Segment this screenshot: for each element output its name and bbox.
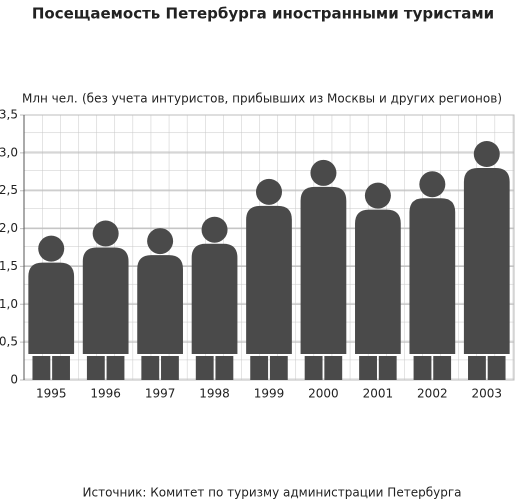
figure-body	[355, 209, 401, 354]
y-tick-label: 1,0	[0, 297, 18, 311]
figure	[463, 141, 510, 380]
figure-body	[82, 247, 129, 354]
figure-leg	[106, 356, 125, 380]
x-tick-label: 2001	[363, 387, 394, 401]
figure-body	[137, 255, 183, 354]
y-tick-label: 0	[10, 373, 18, 387]
figure-leg	[433, 356, 452, 380]
figure-leg	[487, 356, 506, 380]
figure	[409, 171, 456, 380]
y-tick-label: 2,5	[0, 183, 18, 197]
figure-leg	[161, 356, 179, 380]
x-tick-label: 1996	[90, 387, 121, 401]
figure	[28, 235, 75, 380]
figure-head	[364, 182, 391, 209]
figure	[137, 228, 183, 380]
x-tick-label: 1998	[199, 387, 230, 401]
figure-head	[147, 228, 174, 255]
figure-leg	[52, 356, 70, 380]
figure-body	[28, 262, 75, 354]
figure-leg	[468, 356, 486, 380]
y-tick-label: 2,0	[0, 221, 18, 235]
figure-body	[409, 198, 456, 354]
x-tick-label: 1999	[254, 387, 285, 401]
figure-head	[310, 159, 337, 186]
chart-title: Посещаемость Петербурга иностранными тур…	[32, 5, 494, 23]
figure-head	[201, 216, 228, 243]
figure-leg	[269, 356, 288, 380]
source: Источник: Комитет по туризму администрац…	[83, 486, 462, 500]
figure	[355, 182, 401, 380]
x-tick-label: 1997	[145, 387, 176, 401]
figure-leg	[304, 356, 323, 380]
figure	[300, 159, 347, 380]
y-tick-label: 0,5	[0, 335, 18, 349]
figure	[246, 178, 292, 380]
x-tick-label: 2002	[417, 387, 448, 401]
figure-leg	[215, 356, 234, 380]
y-tick-label: 3,5	[0, 108, 18, 122]
x-tick-label: 2000	[308, 387, 339, 401]
figure-leg	[324, 356, 343, 380]
x-tick-label: 1995	[36, 387, 67, 401]
figure-body	[246, 205, 292, 354]
figure-body	[191, 243, 238, 354]
y-tick-label: 1,5	[0, 259, 18, 273]
figure	[191, 216, 238, 380]
figure-body	[463, 168, 510, 354]
figure-leg	[141, 356, 160, 380]
figure-head	[92, 220, 119, 247]
figure-leg	[378, 356, 397, 380]
figure-head	[473, 141, 500, 167]
figure-leg	[195, 356, 214, 380]
figure-leg	[413, 356, 432, 380]
x-tick-label: 2003	[472, 387, 503, 401]
y-tick-label: 3,0	[0, 145, 18, 159]
figure-head	[256, 178, 282, 205]
figure-body	[300, 186, 347, 354]
figure-leg	[359, 356, 377, 380]
figure-head	[38, 235, 65, 262]
figure-head	[419, 171, 446, 198]
figure-leg	[32, 356, 51, 380]
y-axis-label: Млн чел.	[22, 92, 78, 106]
figure	[82, 220, 129, 380]
figure-leg	[250, 356, 269, 380]
note: (без учета интуристов, прибывших из Моск…	[82, 92, 502, 106]
figure-leg	[86, 356, 105, 380]
